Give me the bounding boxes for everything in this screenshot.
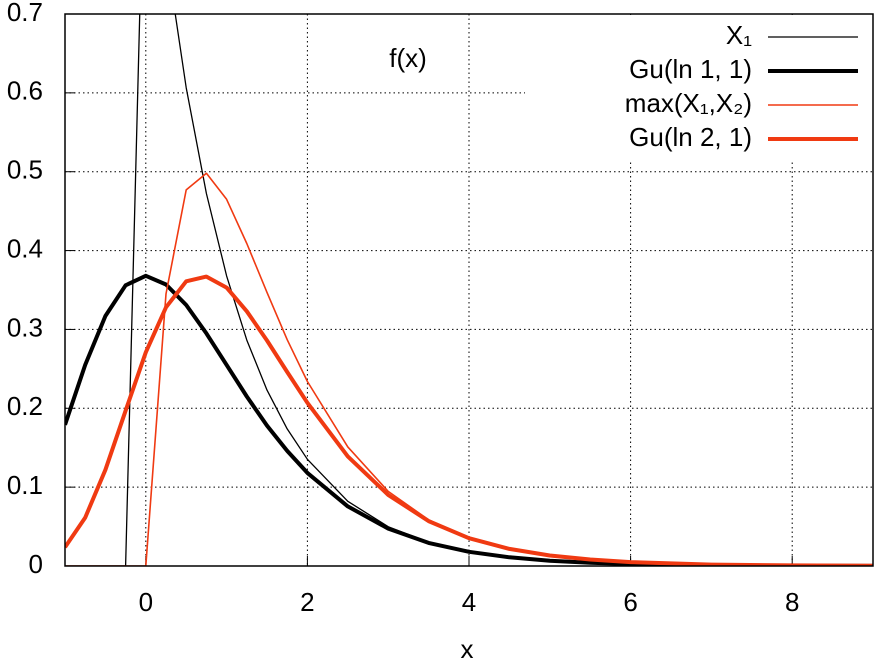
y-tick-label: 0.4 [7, 233, 43, 263]
x-axis-label: x [461, 634, 474, 661]
y-tick-label: 0.6 [7, 76, 43, 106]
plot-area [65, 14, 873, 566]
x-tick-label: 0 [139, 587, 153, 617]
y-tick-label: 0.5 [7, 155, 43, 185]
ylabel-background [376, 40, 438, 80]
legend-label: Gu(ln 2, 1) [629, 122, 752, 152]
legend-label: max(X₁,X₂) [625, 88, 752, 118]
y-axis-label: f(x) [389, 43, 427, 73]
x-tick-label: 2 [300, 587, 314, 617]
y-tick-label: 0.3 [7, 312, 43, 342]
curve [65, 273, 873, 566]
y-tick-label: 0.7 [7, 0, 43, 27]
x-tick-label: 4 [462, 587, 476, 617]
y-tick-label: 0 [29, 549, 43, 579]
curve [65, 274, 873, 566]
legend-label: Gu(ln 1, 1) [629, 54, 752, 84]
y-tick-label: 0.2 [7, 391, 43, 421]
x-tick-label: 8 [785, 587, 799, 617]
plot-frame [64, 13, 874, 567]
x-tick-label: 6 [623, 587, 637, 617]
legend-background [525, 15, 872, 160]
legend-label: X₁ [726, 20, 752, 50]
y-tick-label: 0.1 [7, 470, 43, 500]
